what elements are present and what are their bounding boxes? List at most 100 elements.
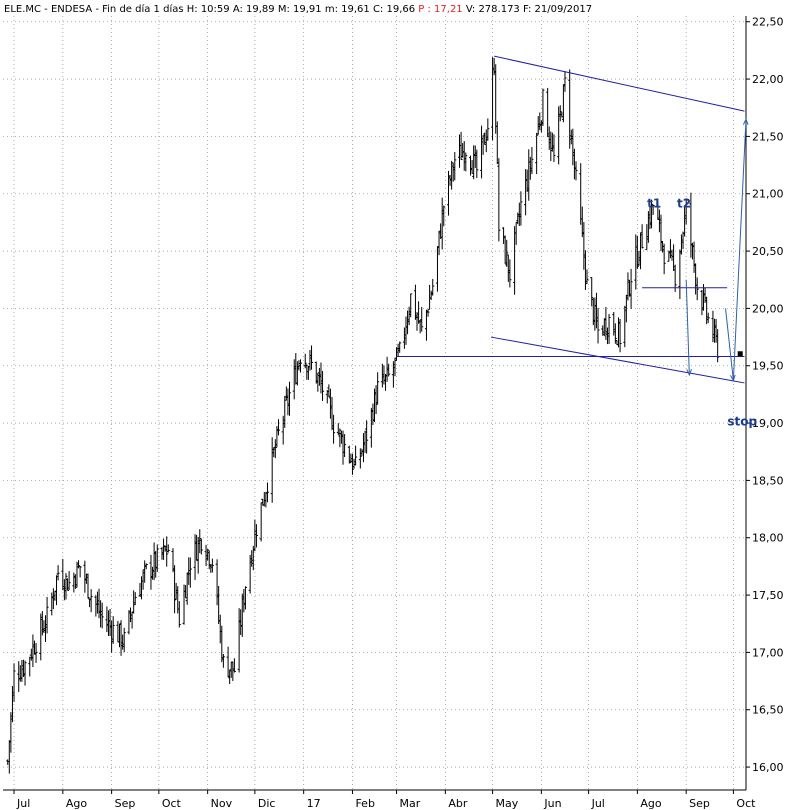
price-bar [273, 439, 277, 459]
price-bar [122, 627, 126, 653]
x-tick-label: Jun [543, 797, 561, 810]
x-tick-label: Oct [736, 797, 756, 810]
price-bar [210, 558, 214, 573]
price-bar [459, 131, 463, 161]
price-bar [89, 589, 93, 613]
price-bar [618, 318, 622, 353]
price-bar [629, 268, 633, 309]
price-bar [398, 341, 402, 353]
arrow-head [742, 117, 749, 126]
price-bar [475, 149, 479, 179]
header-symbol: ELE.MC - ENDESA - Fin de día 1 días [4, 3, 184, 15]
price-bar [173, 565, 177, 614]
price-bar [596, 307, 600, 344]
header-field: A: 19,89 [230, 4, 275, 15]
price-bar [409, 293, 413, 318]
price-bar [206, 548, 210, 561]
price-bar [86, 573, 90, 599]
price-bar [541, 88, 545, 126]
price-bar [232, 658, 236, 673]
x-tick-label: Ago [640, 797, 662, 810]
x-tick-label: Nov [211, 797, 233, 810]
price-bar [552, 134, 556, 162]
price-bar [133, 592, 137, 606]
price-bar [287, 381, 291, 416]
trendline [490, 336, 745, 384]
price-bar [332, 414, 336, 444]
arrow-head [686, 369, 692, 377]
plot-frame [3, 16, 747, 791]
y-axis: 16,00 16,50 17,00 17,50 18,00 18,50 19,00 19,50… [746, 16, 784, 774]
y-tick-label: 22,00 [752, 73, 784, 86]
price-bar [387, 363, 391, 377]
x-axis: Jul Ago Sep Oct Nov Dic 17 Feb Mar Abr May Jun Jul Ag… [13, 790, 756, 810]
price-bar [144, 563, 148, 570]
price-bar [519, 191, 523, 226]
header-field: V: 278.173 [463, 4, 520, 15]
trendlines [396, 55, 745, 384]
x-tick-label: Jul [591, 797, 605, 810]
price-bar [303, 353, 307, 369]
price-bar [66, 578, 70, 591]
annotation-label: stop [727, 415, 757, 429]
price-bar [585, 269, 589, 284]
arrow-shaft [725, 308, 734, 381]
price-bar [310, 345, 314, 370]
price-bar [505, 239, 509, 267]
price-bar [276, 419, 280, 436]
price-bar [166, 544, 170, 553]
x-tick-label: Mar [400, 797, 421, 810]
price-bar [188, 557, 192, 588]
price-bar [343, 434, 347, 458]
price-bar [442, 205, 446, 227]
x-tick-label: Dic [258, 797, 276, 810]
price-bar [651, 204, 655, 215]
y-tick-label: 18,00 [752, 532, 784, 545]
annotation-label: t2 [677, 197, 691, 211]
price-bar [67, 571, 71, 591]
price-bar [530, 147, 534, 175]
price-bar [254, 524, 258, 548]
price-bar [662, 243, 666, 275]
price-bar [706, 312, 710, 324]
header-field: H: 10:59 [187, 4, 230, 15]
header-field: P : 17,21 [415, 4, 463, 15]
price-bar [453, 152, 457, 181]
y-tick-label: 20,00 [752, 302, 784, 315]
price-bar [77, 560, 81, 569]
trendline [494, 55, 745, 112]
price-bar [56, 565, 60, 581]
projection-arrow [725, 308, 736, 382]
price-bar [535, 132, 539, 175]
header-field: C: 19,66 [370, 4, 415, 15]
y-tick-label: 21,00 [752, 188, 784, 201]
price-bar [558, 105, 562, 122]
header-field: m: 19,61 [322, 4, 370, 15]
price-bar [563, 71, 567, 92]
price-bars [6, 57, 720, 774]
projection-arrow [685, 279, 692, 377]
price-bar [165, 536, 169, 567]
projection-arrow [732, 117, 749, 380]
arrow-shaft [732, 119, 747, 380]
price-bar [321, 370, 325, 401]
price-bar [486, 118, 490, 141]
arrow-shaft [685, 279, 690, 375]
y-tick-label: 21,50 [752, 130, 784, 143]
price-bar [508, 259, 512, 288]
price-bar [376, 372, 380, 405]
price-bar [221, 654, 225, 668]
price-bar [497, 158, 501, 242]
annotations: t1 t2 stop [647, 197, 757, 429]
price-bar [635, 235, 639, 269]
price-bar [64, 573, 68, 600]
price-bar [45, 596, 49, 634]
price-bar [350, 453, 354, 475]
header-field: F: 21/09/2017 [520, 4, 592, 15]
price-bar [650, 199, 654, 229]
x-tick-label: Feb [355, 797, 374, 810]
y-tick-label: 17,50 [752, 589, 784, 602]
price-bar [12, 663, 16, 702]
price-bar [358, 448, 362, 469]
